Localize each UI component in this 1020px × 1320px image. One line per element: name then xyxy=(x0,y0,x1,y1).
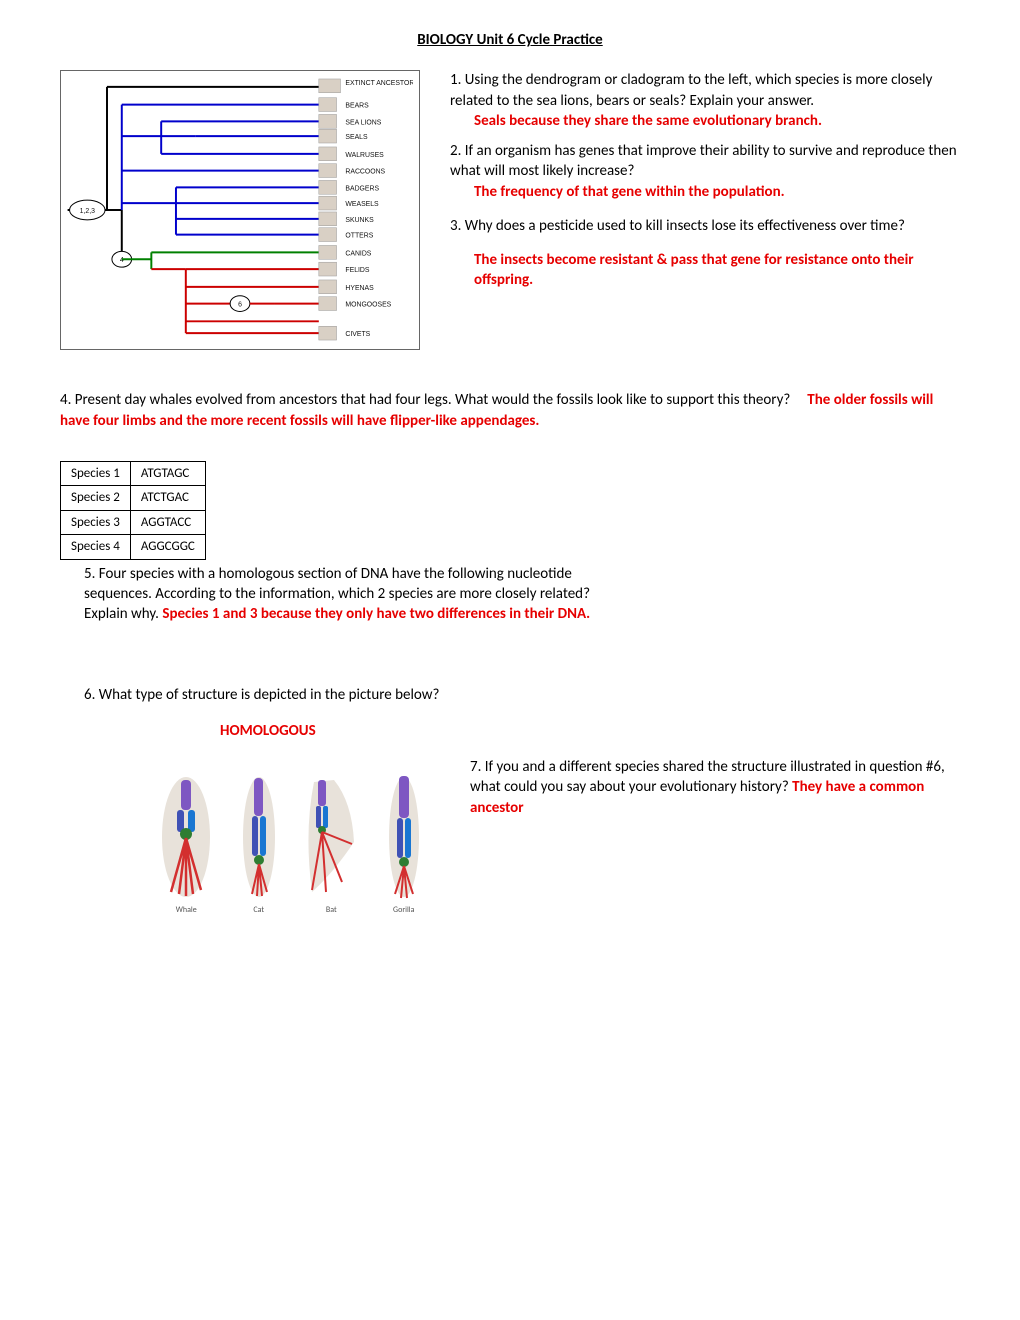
svg-text:6: 6 xyxy=(238,302,242,309)
svg-text:RACCOONS: RACCOONS xyxy=(345,169,385,176)
svg-text:WALRUSES: WALRUSES xyxy=(345,152,384,159)
q6-text: 6. What type of structure is depicted in… xyxy=(84,686,439,704)
svg-text:BEARS: BEARS xyxy=(345,103,369,110)
limb-caption: Cat xyxy=(232,905,286,916)
q4-text: 4. Present day whales evolved from ances… xyxy=(60,391,790,409)
limb-caption: Gorilla xyxy=(377,905,431,916)
svg-text:SKUNKS: SKUNKS xyxy=(345,217,374,224)
svg-text:HYENAS: HYENAS xyxy=(345,285,374,292)
cell: ATCTGAC xyxy=(130,486,205,511)
svg-text:MONGOOSES: MONGOOSES xyxy=(345,302,391,309)
limb-whale: Whale xyxy=(159,772,213,902)
top-row: 1,2,3 4 xyxy=(60,70,960,350)
svg-text:CANIDS: CANIDS xyxy=(345,251,371,258)
question-3: 3. Why does a pesticide used to kill ins… xyxy=(450,216,960,291)
question-7: 7. If you and a different species shared… xyxy=(470,753,960,818)
cladogram-svg: 1,2,3 4 xyxy=(67,77,413,343)
svg-text:CIVETS: CIVETS xyxy=(345,331,370,338)
limb-row: Whale Cat Bat xyxy=(60,753,960,918)
svg-text:4: 4 xyxy=(120,257,124,264)
cell: Species 1 xyxy=(61,461,131,486)
homologous-limbs-figure: Whale Cat Bat xyxy=(150,753,440,918)
page-title: BIOLOGY Unit 6 Cycle Practice xyxy=(60,30,960,50)
table-row: Species 3AGGTACC xyxy=(61,510,206,535)
q2-text: 2. If an organism has genes that improve… xyxy=(450,142,957,180)
q1-text: 1. Using the dendrogram or cladogram to … xyxy=(450,71,932,109)
q2-answer: The frequency of that gene within the po… xyxy=(474,182,960,202)
question-1: 1. Using the dendrogram or cladogram to … xyxy=(450,70,960,131)
cell: AGGCGGC xyxy=(130,535,205,560)
question-6: 6. What type of structure is depicted in… xyxy=(84,685,960,705)
q3-text: 3. Why does a pesticide used to kill ins… xyxy=(450,217,905,235)
taxa-thumbs: EXTINCT ANCESTORS OF MODERN MEMBERS OF C… xyxy=(319,79,413,340)
svg-text:OTTERS: OTTERS xyxy=(345,233,373,240)
limb-caption: Bat xyxy=(304,905,358,916)
cell: AGGTACC xyxy=(130,510,205,535)
question-4: 4. Present day whales evolved from ances… xyxy=(60,390,960,431)
cell: Species 4 xyxy=(61,535,131,560)
right-column: 1. Using the dendrogram or cladogram to … xyxy=(450,70,960,350)
svg-text:SEALS: SEALS xyxy=(345,134,368,141)
limb-bat: Bat xyxy=(304,772,358,902)
question-5: 5. Four species with a homologous sectio… xyxy=(84,564,624,625)
q1-answer: Seals because they share the same evolut… xyxy=(474,111,960,131)
svg-text:1,2,3: 1,2,3 xyxy=(80,208,95,215)
cell: Species 3 xyxy=(61,510,131,535)
svg-text:FELIDS: FELIDS xyxy=(345,267,369,274)
limb-cat: Cat xyxy=(232,772,286,902)
svg-text:SEA LIONS: SEA LIONS xyxy=(345,120,381,127)
q6-answer: HOMOLOGOUS xyxy=(220,721,960,741)
table-row: Species 1ATGTAGC xyxy=(61,461,206,486)
limb-gorilla: Gorilla xyxy=(377,772,431,902)
svg-text:EXTINCT ANCESTORS OF MODERN ME: EXTINCT ANCESTORS OF MODERN MEMBERS OF C… xyxy=(345,80,413,87)
cell: Species 2 xyxy=(61,486,131,511)
svg-text:BADGERS: BADGERS xyxy=(345,186,379,193)
table-row: Species 2ATCTGAC xyxy=(61,486,206,511)
q5-answer: Species 1 and 3 because they only have t… xyxy=(162,605,590,623)
limb-caption: Whale xyxy=(159,905,213,916)
svg-text:WEASELS: WEASELS xyxy=(345,201,379,208)
question-2: 2. If an organism has genes that improve… xyxy=(450,141,960,202)
q3-answer: The insects become resistant & pass that… xyxy=(474,250,960,291)
cell: ATGTAGC xyxy=(130,461,205,486)
dna-table: Species 1ATGTAGC Species 2ATCTGAC Specie… xyxy=(60,461,206,560)
cladogram-figure: 1,2,3 4 xyxy=(60,70,420,350)
table-row: Species 4AGGCGGC xyxy=(61,535,206,560)
